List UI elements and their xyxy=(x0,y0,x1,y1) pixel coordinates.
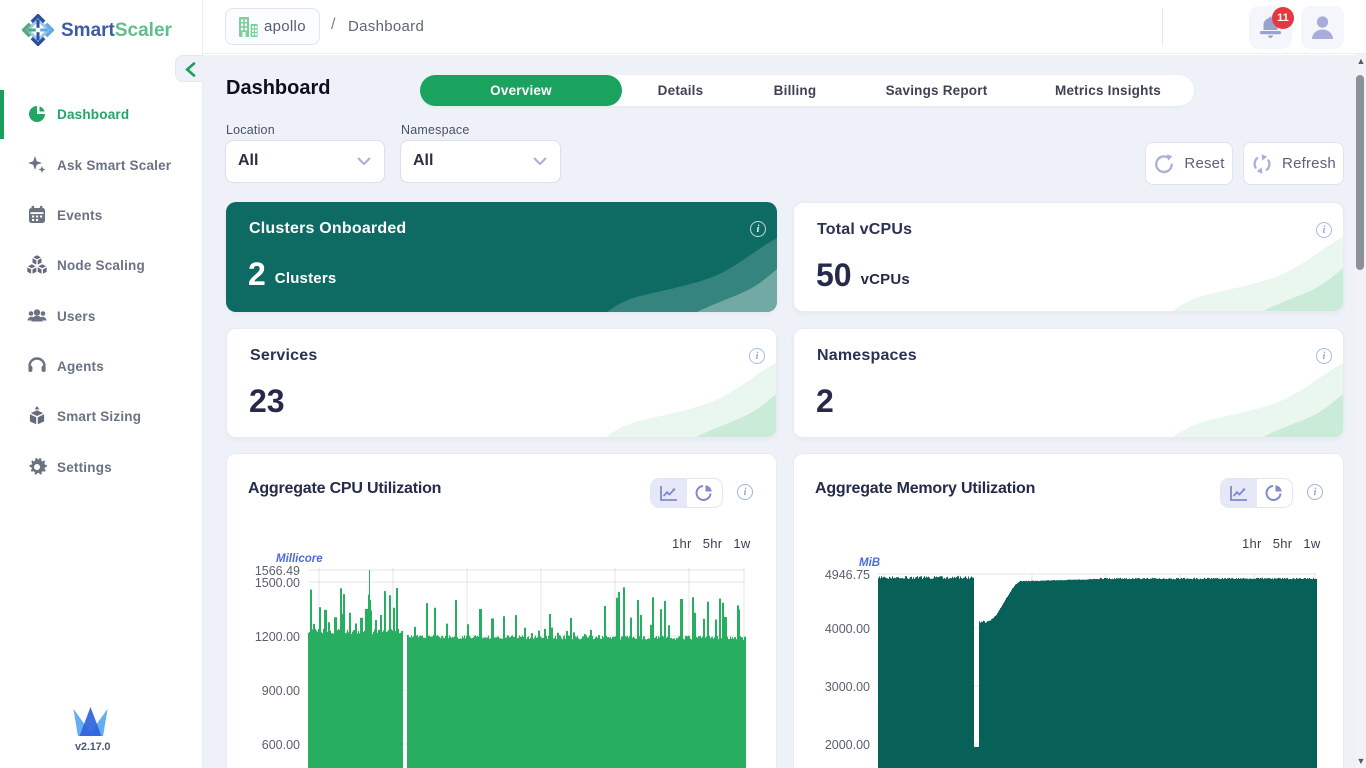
svg-text:1200.00: 1200.00 xyxy=(255,630,300,644)
svg-text:4000.00: 4000.00 xyxy=(825,622,870,636)
svg-text:4946.75: 4946.75 xyxy=(825,568,870,582)
svg-text:1500.00: 1500.00 xyxy=(255,576,300,590)
svg-text:1566.49: 1566.49 xyxy=(255,564,300,578)
svg-text:900.00: 900.00 xyxy=(262,684,300,698)
svg-text:2000.00: 2000.00 xyxy=(825,738,870,752)
svg-text:600.00: 600.00 xyxy=(262,738,300,752)
svg-text:3000.00: 3000.00 xyxy=(825,680,870,694)
